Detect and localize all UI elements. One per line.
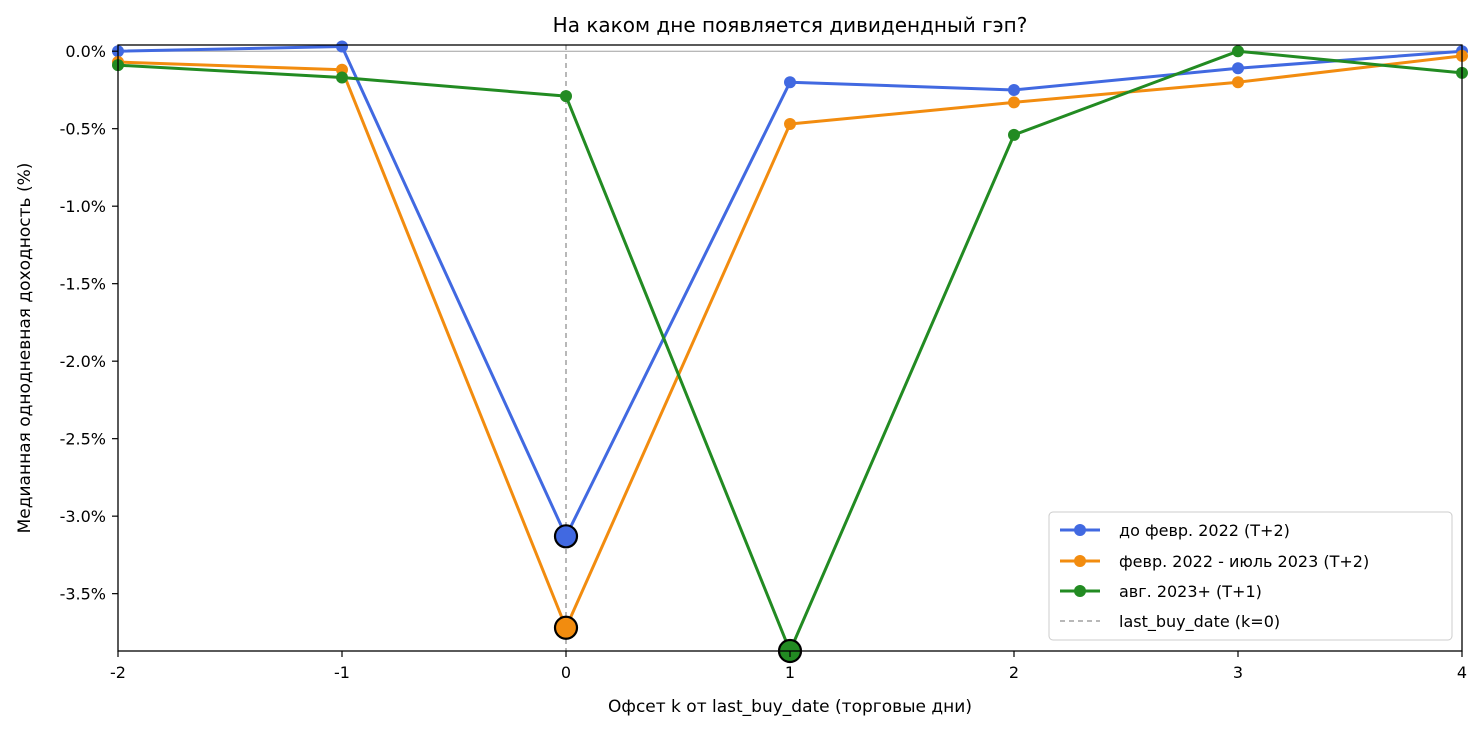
series-0-point bbox=[1232, 62, 1244, 75]
legend-label-ref: last_buy_date (k=0) bbox=[1119, 612, 1280, 632]
legend-label-2: авг. 2023+ (T+1) bbox=[1119, 582, 1262, 601]
x-axis-title: Офсет k от last_buy_date (торговые дни) bbox=[608, 697, 972, 717]
y-tick-label: -3.0% bbox=[60, 507, 106, 526]
y-tick-label: -3.5% bbox=[60, 585, 106, 604]
series-1-point bbox=[1232, 76, 1244, 89]
legend-marker-2 bbox=[1074, 585, 1086, 597]
series-2-point bbox=[1008, 128, 1020, 141]
series-2-point bbox=[560, 90, 572, 103]
series-0-point bbox=[784, 76, 796, 89]
y-tick-label: -1.5% bbox=[60, 275, 106, 294]
x-tick-label: 1 bbox=[785, 663, 795, 682]
chart-title: На каком дне появляется дивидендный гэп? bbox=[553, 13, 1028, 37]
legend-marker-1 bbox=[1074, 555, 1086, 567]
x-tick-label: 3 bbox=[1233, 663, 1243, 682]
x-tick-label: -2 bbox=[110, 663, 126, 682]
series-1-point bbox=[1008, 96, 1020, 109]
legend-entry-ref: last_buy_date (k=0) bbox=[1060, 612, 1280, 632]
legend: до февр. 2022 (T+2) февр. 2022 - июль 20… bbox=[1048, 511, 1453, 641]
series-0-point bbox=[1008, 83, 1020, 96]
x-tick-label: 0 bbox=[561, 663, 571, 682]
series-0-point bbox=[336, 40, 348, 53]
legend-label-0: до февр. 2022 (T+2) bbox=[1119, 521, 1290, 540]
series-1-min-point bbox=[553, 615, 579, 640]
x-tick-label: 4 bbox=[1457, 663, 1467, 682]
y-tick-label: -0.5% bbox=[60, 120, 106, 139]
legend-marker-0 bbox=[1074, 524, 1086, 536]
y-tick-label: -1.0% bbox=[60, 197, 106, 216]
y-axis: 0.0% -0.5% -1.0% -1.5% -2.0% -2.5% -3.0% -3.5% bbox=[60, 42, 118, 604]
x-tick-label: 2 bbox=[1009, 663, 1019, 682]
legend-entry-1: февр. 2022 - июль 2023 (T+2) bbox=[1060, 552, 1369, 571]
x-axis: -2 -1 0 1 2 3 4 bbox=[110, 651, 1467, 682]
x-tick-label: -1 bbox=[334, 663, 350, 682]
series-2-point bbox=[336, 71, 348, 84]
y-axis-title: Медианная однодневная доходность (%) bbox=[15, 163, 35, 534]
y-tick-label: -2.5% bbox=[60, 430, 106, 449]
legend-label-1: февр. 2022 - июль 2023 (T+2) bbox=[1119, 552, 1369, 571]
series-2-point bbox=[1232, 45, 1244, 58]
series-1-point bbox=[784, 118, 796, 131]
legend-entry-2: авг. 2023+ (T+1) bbox=[1060, 582, 1262, 601]
y-tick-label: 0.0% bbox=[65, 42, 106, 61]
legend-box bbox=[1048, 511, 1453, 641]
series-0-min-point bbox=[553, 524, 579, 549]
y-tick-label: -2.0% bbox=[60, 352, 106, 371]
legend-entry-0: до февр. 2022 (T+2) bbox=[1060, 521, 1290, 540]
